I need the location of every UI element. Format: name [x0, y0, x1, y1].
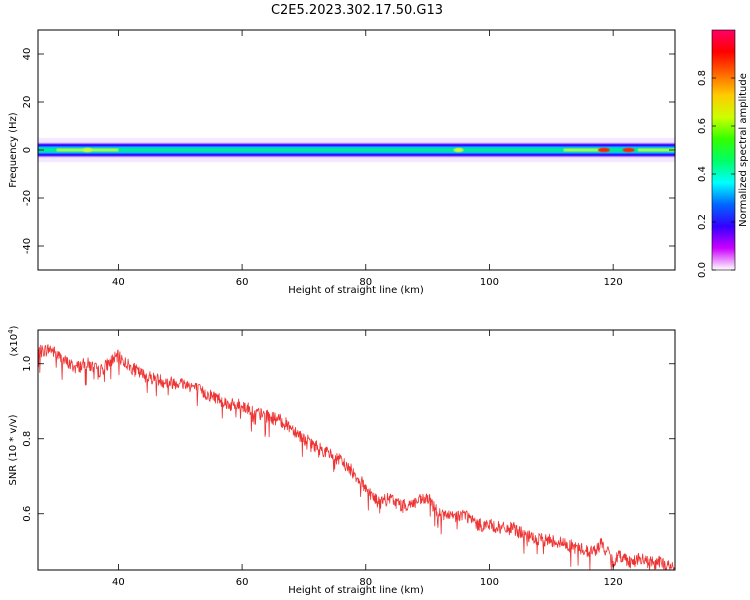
x-tick-label: 100 [480, 277, 499, 288]
band-center [38, 148, 675, 152]
x-tick-label: 120 [604, 277, 623, 288]
x-tick-label: 40 [112, 277, 125, 288]
y-tick-label: 1.0 [22, 356, 33, 372]
snr-y-ticks: 0.6 0.8 1.0 [22, 356, 675, 522]
colorbar: 0.0 0.2 0.4 0.6 0.8 Normalized spectral ampl… [697, 29, 749, 278]
colorbar-tick-label: 0.8 [697, 70, 708, 86]
x-tick-label: 80 [359, 277, 372, 288]
colorbar-tick-label: 0.0 [697, 262, 708, 278]
band-streak [637, 148, 675, 152]
x-tick-label: 120 [604, 577, 623, 588]
colorbar-tick-label: 0.6 [697, 118, 708, 134]
figure-title: C2E5.2023.302.17.50.G13 [271, 3, 443, 18]
spectrogram-y-ticks: -40 -20 0 20 40 [22, 48, 675, 254]
y-tick-label: 0.6 [22, 506, 33, 522]
x-tick-label: 100 [480, 577, 499, 588]
spectrogram-y-label: Frequency (Hz) [8, 112, 19, 188]
snr-x-label: Height of straight line (km) [288, 585, 424, 596]
colorbar-tick-label: 0.2 [697, 214, 708, 230]
spectrogram-x-ticks: 40 60 80 100 120 [112, 30, 623, 288]
y-tick-label: -20 [22, 190, 33, 206]
colorbar-ticks: 0.0 0.2 0.4 0.6 0.8 [697, 70, 735, 278]
band-hotspot [622, 147, 635, 153]
snr-frame [37, 329, 676, 571]
snr-line [37, 344, 676, 571]
y-tick-label: -40 [22, 238, 33, 254]
snr-scale-factor: (x104) [7, 325, 20, 356]
spectrogram-band [38, 138, 675, 162]
y-tick-label: 40 [22, 48, 33, 61]
x-tick-label: 40 [112, 577, 125, 588]
band-hotspot [597, 147, 610, 153]
y-tick-label: 20 [22, 96, 33, 109]
snr-background [38, 330, 675, 570]
snr-y-label: SNR (10 * v/v) [8, 414, 19, 485]
colorbar-gradient [712, 30, 735, 270]
spectrogram-x-label: Height of straight line (km) [288, 285, 424, 296]
snr-x-ticks: 40 60 80 100 120 [112, 330, 623, 588]
colorbar-frame [711, 29, 736, 271]
spectrogram-panel: 40 60 80 100 120 -40 -20 0 20 40 Height of strai… [8, 29, 676, 296]
x-tick-label: 60 [236, 577, 249, 588]
band-hotspot [453, 147, 464, 153]
band-streak [563, 148, 601, 152]
y-tick-label: 0 [22, 147, 33, 153]
band-hotspot [82, 147, 93, 153]
y-tick-label: 0.8 [22, 431, 33, 447]
x-tick-label: 80 [359, 577, 372, 588]
colorbar-tick-label: 0.4 [697, 166, 708, 182]
x-tick-label: 60 [236, 277, 249, 288]
snr-panel: 40 60 80 100 120 0.6 0.8 1.0 Height of straigh… [7, 325, 676, 596]
colorbar-label: Normalized spectral amplitude [738, 73, 749, 227]
